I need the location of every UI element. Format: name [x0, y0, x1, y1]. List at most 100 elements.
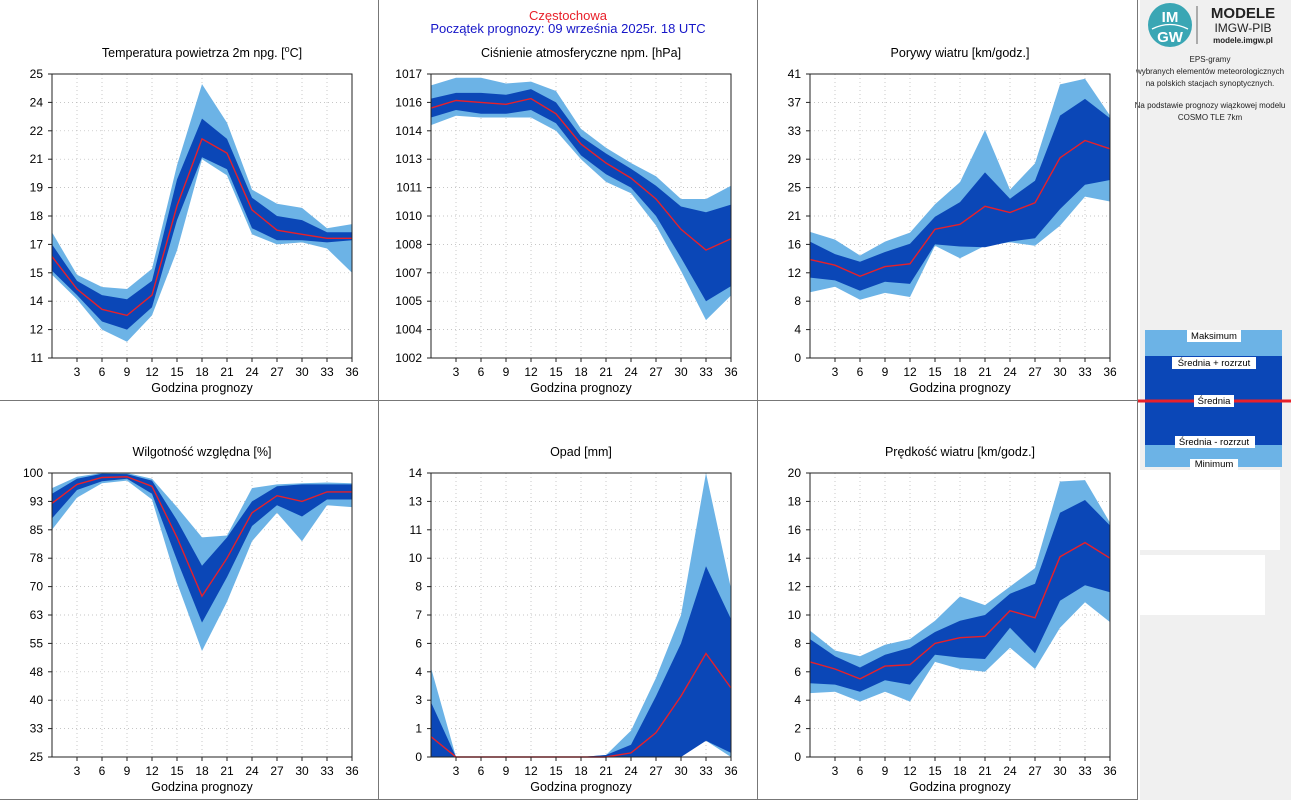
x-axis-label: Godzina prognozy: [151, 381, 253, 395]
chart-title: Opad [mm]: [550, 445, 612, 459]
x-tick-label: 30: [674, 764, 688, 778]
info-panel-gap-2: [1140, 555, 1265, 615]
y-tick-label: 48: [30, 665, 44, 679]
x-tick-label: 27: [270, 365, 284, 379]
description-line: Na podstawie prognozy wiązkowej modelu: [1135, 101, 1286, 110]
y-tick-label: 8: [794, 294, 801, 308]
mean-line: [51, 137, 352, 317]
y-tick-label: 1010: [395, 209, 422, 223]
x-tick-label: 33: [1078, 764, 1092, 778]
y-tick-label: 85: [30, 523, 44, 537]
y-tick-label: 24: [30, 95, 44, 109]
y-tick-label: 1002: [395, 351, 422, 365]
y-tick-label: 1007: [395, 266, 422, 280]
y-tick-label: 93: [30, 494, 44, 508]
charts-group: Temperatura powietrza 2m npg. [oC]111214…: [23, 44, 1117, 794]
y-tick-label: 22: [30, 124, 44, 138]
x-tick-label: 12: [145, 764, 159, 778]
x-tick-label: 3: [74, 764, 81, 778]
mean-line: [809, 541, 1111, 680]
x-tick-label: 27: [649, 764, 663, 778]
x-tick-label: 27: [1028, 764, 1042, 778]
x-tick-label: 30: [295, 365, 309, 379]
x-tick-label: 24: [624, 764, 638, 778]
x-tick-label: 27: [649, 365, 663, 379]
band-spread: [431, 566, 731, 757]
x-tick-label: 12: [145, 365, 159, 379]
x-tick-label: 15: [170, 764, 184, 778]
x-tick-label: 18: [574, 764, 588, 778]
x-tick-label: 3: [453, 365, 460, 379]
x-tick-label: 6: [857, 764, 864, 778]
y-tick-label: 33: [788, 124, 802, 138]
legend-label-bg: [1172, 357, 1256, 369]
y-tick-label: 15: [30, 266, 44, 280]
y-tick-label: 78: [30, 551, 44, 565]
chart-title-part: C]: [290, 46, 303, 60]
x-tick-label: 12: [903, 365, 917, 379]
mean-line: [809, 139, 1111, 278]
x-tick-label: 3: [832, 764, 839, 778]
y-tick-label: 25: [30, 750, 44, 764]
description-line: wybranych elementów meteorologicznych: [1135, 67, 1284, 76]
x-tick-label: 6: [99, 764, 106, 778]
x-tick-label: 36: [345, 764, 359, 778]
y-tick-label: 0: [794, 351, 801, 365]
logo-title: MODELE: [1211, 5, 1275, 22]
x-tick-label: 33: [1078, 365, 1092, 379]
band-min-max: [52, 473, 352, 651]
legend-label-bg: [1175, 436, 1255, 448]
y-tick-label: 33: [30, 722, 44, 736]
y-tick-label: 4: [415, 665, 422, 679]
x-tick-label: 12: [524, 365, 538, 379]
y-tick-label: 1011: [396, 181, 422, 195]
legend-mean-label: Średnia: [1198, 395, 1231, 407]
description-line: COSMO TLE 7km: [1178, 113, 1243, 122]
y-tick-label: 11: [31, 351, 44, 365]
x-tick-label: 6: [99, 365, 106, 379]
x-tick-label: 30: [295, 764, 309, 778]
x-tick-label: 9: [503, 764, 510, 778]
band-spread: [52, 118, 352, 330]
y-tick-label: 40: [30, 693, 44, 707]
x-tick-label: 30: [1053, 365, 1067, 379]
band-spread: [810, 98, 1110, 291]
y-tick-label: 0: [794, 750, 801, 764]
x-tick-label: 36: [1103, 365, 1117, 379]
legend-label-bg: [1190, 459, 1238, 470]
y-tick-label: 14: [788, 551, 802, 565]
x-tick-label: 9: [882, 764, 889, 778]
y-tick-label: 6: [794, 665, 801, 679]
y-tick-label: 1004: [395, 323, 422, 337]
x-tick-label: 15: [928, 764, 942, 778]
y-tick-label: 19: [30, 181, 44, 195]
legend-min-label: Minimum: [1195, 459, 1234, 470]
imgw-logo[interactable]: IM GW MODELE IMGW-PIB modele.imgw.pl: [1148, 3, 1275, 47]
y-tick-label: 7: [415, 608, 422, 622]
y-tick-label: 1016: [395, 95, 422, 109]
info-panel-gap: [1140, 470, 1280, 550]
x-tick-label: 18: [574, 365, 588, 379]
y-tick-label: 18: [788, 494, 802, 508]
x-tick-label: 33: [320, 365, 334, 379]
x-tick-label: 3: [453, 764, 460, 778]
x-tick-label: 9: [503, 365, 510, 379]
x-axis-label: Godzina prognozy: [151, 780, 253, 794]
band-min-max: [431, 473, 731, 757]
chart-title: Ciśnienie atmosferyczne npm. [hPa]: [481, 46, 681, 60]
logo-subtitle: IMGW-PIB: [1214, 21, 1271, 35]
y-tick-label: 21: [30, 152, 44, 166]
x-axis-label: Godzina prognozy: [909, 780, 1011, 794]
x-tick-label: 18: [195, 365, 209, 379]
station-title: Częstochowa: [529, 8, 608, 23]
x-tick-label: 21: [978, 764, 992, 778]
x-tick-label: 6: [478, 764, 485, 778]
y-tick-label: 17: [30, 237, 44, 251]
y-tick-label: 8: [794, 636, 801, 650]
x-tick-label: 15: [170, 365, 184, 379]
y-tick-label: 63: [30, 608, 44, 622]
x-tick-label: 33: [699, 365, 713, 379]
x-tick-label: 21: [599, 365, 613, 379]
